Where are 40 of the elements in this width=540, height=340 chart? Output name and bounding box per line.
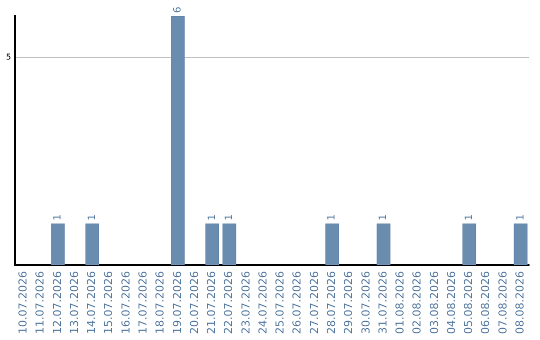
x-tick-label: 15.07.2026: [102, 271, 116, 334]
x-tick-label: 22.07.2026: [222, 271, 236, 334]
x-tick-label: 06.08.2026: [479, 271, 492, 334]
x-tick-label: 04.08.2026: [444, 271, 458, 334]
x-tick-label: 23.07.2026: [239, 271, 252, 334]
x-tick-label: 13.07.2026: [68, 271, 81, 334]
x-tick-label: 17.07.2026: [136, 271, 150, 334]
x-tick-label: 30.07.2026: [359, 271, 372, 334]
x-tick-label: 11.07.2026: [34, 271, 47, 334]
x-tick-label: 28.07.2026: [325, 271, 338, 334]
x-tick-label: 03.08.2026: [428, 271, 441, 334]
x-tick-label: 02.08.2026: [410, 271, 424, 334]
data-label: 1: [52, 214, 64, 221]
x-tick-label: 25.07.2026: [274, 271, 287, 334]
x-tick-label: 26.07.2026: [290, 271, 304, 334]
x-tick-label: 12.07.2026: [50, 271, 64, 334]
x-tick-label: 05.08.2026: [462, 271, 476, 334]
y-tick-label: 5: [6, 52, 12, 62]
x-tick-label: 29.07.2026: [342, 271, 356, 334]
x-tick-label: 19.07.2026: [170, 271, 184, 334]
data-label: 1: [224, 214, 235, 221]
x-tick-label: 24.07.2026: [256, 271, 270, 334]
x-tick-label: 31.07.2026: [376, 271, 390, 334]
x-tick-label: 21.07.2026: [205, 271, 218, 334]
data-label: 6: [172, 6, 184, 13]
x-tick-label: 27.07.2026: [308, 271, 321, 334]
x-tick-label: 18.07.2026: [154, 271, 167, 334]
x-tick-label: 14.07.2026: [85, 271, 98, 334]
data-label: 1: [326, 214, 338, 221]
x-tick-label: 01.08.2026: [394, 271, 407, 334]
x-tick-label: 10.07.2026: [16, 271, 30, 334]
x-tick-label: 20.07.2026: [188, 271, 201, 334]
data-label: 1: [206, 214, 218, 221]
x-tick-label: 16.07.2026: [119, 271, 132, 334]
x-tick-label: 07.08.2026: [496, 271, 510, 334]
data-label: 1: [464, 214, 475, 221]
x-tick-label: 08.08.2026: [514, 271, 527, 334]
data-label: 1: [515, 214, 526, 221]
data-label: 1: [86, 214, 98, 221]
data-label: 1: [378, 214, 390, 221]
